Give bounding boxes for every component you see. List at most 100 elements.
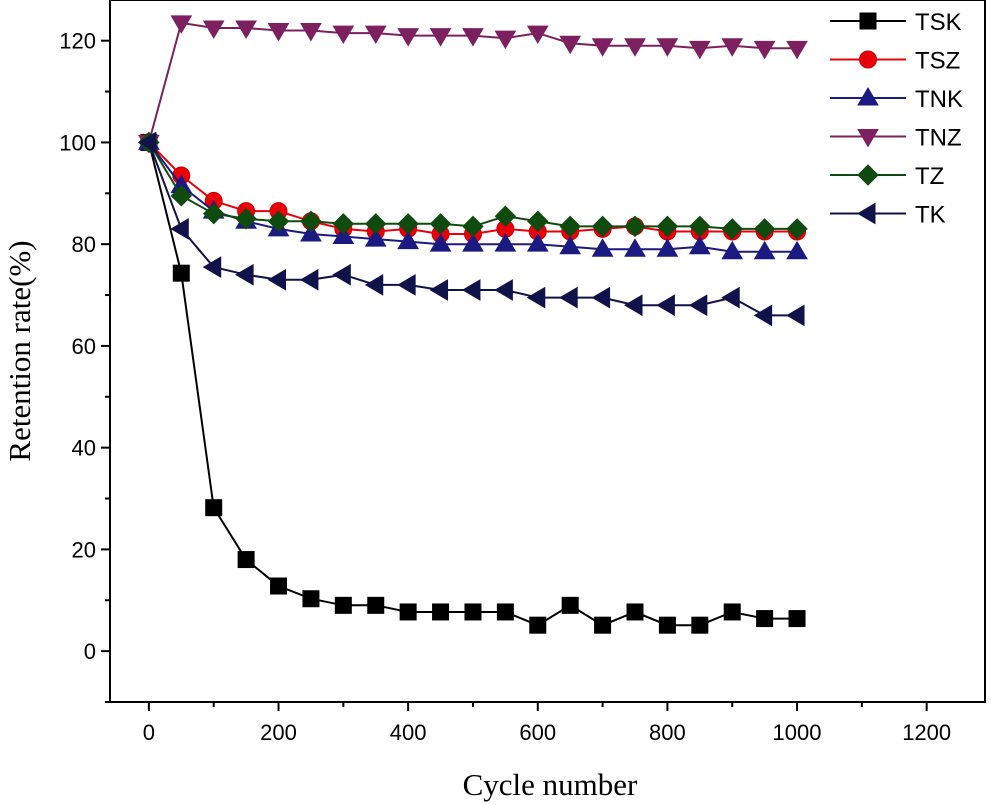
legend-item-tnz: TNZ — [830, 125, 962, 152]
legend-label-tz: TZ — [915, 163, 944, 190]
legend-marker-tnk — [857, 87, 879, 106]
data-point-tz — [332, 213, 355, 235]
data-point-tnz — [591, 38, 614, 57]
series-tz — [138, 131, 808, 240]
legend-label-tk: TK — [915, 202, 946, 229]
data-point-tk — [559, 286, 578, 309]
data-point-tz — [786, 218, 808, 240]
data-point-tz — [753, 218, 776, 240]
data-point-tnz — [494, 30, 517, 50]
data-point-tnz — [364, 25, 387, 45]
data-point-tk — [202, 256, 222, 278]
data-point-tnk — [364, 228, 387, 247]
data-point-tk — [753, 304, 773, 327]
x-tick-label: 0 — [143, 720, 155, 745]
data-point-tk — [688, 294, 708, 317]
data-point-tz — [591, 215, 614, 238]
data-point-tk — [137, 131, 157, 154]
legend-item-tz: TZ — [830, 163, 944, 190]
legend-label-tnk: TNK — [915, 86, 963, 113]
data-point-tsk — [561, 596, 579, 614]
data-point-tk — [786, 304, 805, 327]
data-point-tnz — [170, 15, 193, 34]
data-point-tk — [494, 279, 513, 301]
data-point-tsk — [594, 616, 612, 634]
legend-marker-tsk — [859, 12, 877, 30]
data-point-tnz — [721, 38, 744, 57]
data-point-tz — [527, 210, 549, 232]
data-point-tnz — [202, 20, 225, 39]
legend-marker-tz — [857, 164, 879, 186]
data-point-tsk — [658, 616, 676, 634]
data-point-tnk — [494, 233, 517, 252]
data-point-tz — [429, 213, 452, 235]
x-axis-title: Cycle number — [463, 767, 638, 802]
y-axis-title: Retention rate(%) — [2, 240, 37, 461]
legend-label-tsk: TSK — [915, 9, 962, 36]
data-point-tnz — [332, 25, 355, 45]
data-point-tk — [235, 263, 254, 286]
y-tick-label: 0 — [84, 639, 96, 664]
data-point-tk — [364, 273, 384, 296]
data-point-tk — [624, 294, 643, 317]
data-point-tk — [397, 273, 416, 296]
data-point-tk — [170, 218, 189, 240]
legend-label-tsz: TSZ — [915, 48, 960, 75]
x-tick-label: 200 — [260, 720, 297, 745]
data-point-tsk — [334, 596, 352, 614]
data-point-tnz — [624, 38, 646, 57]
data-point-tnk — [624, 238, 646, 257]
data-point-tz — [267, 210, 290, 232]
data-point-tz — [624, 215, 646, 238]
series-tnz — [138, 15, 808, 154]
data-point-tk — [461, 279, 481, 301]
data-point-tsk — [367, 596, 385, 614]
data-point-tk — [429, 279, 449, 301]
data-point-tk — [299, 268, 319, 291]
y-tick-label: 40 — [72, 436, 96, 461]
data-point-tnz — [559, 35, 582, 55]
data-point-tz — [397, 213, 419, 235]
data-point-tnk — [559, 235, 582, 255]
data-point-tsk — [302, 590, 320, 608]
data-point-tz — [721, 218, 743, 240]
legend-label-tnz: TNZ — [915, 125, 962, 152]
data-point-tsk — [723, 603, 741, 621]
data-point-tsk — [788, 610, 806, 628]
legend-item-tk: TK — [830, 202, 946, 229]
legend-marker-tnz — [857, 129, 879, 148]
legend: TSK TSZ TNK TNZ TZ TK — [830, 9, 963, 229]
series-layer — [137, 15, 808, 634]
data-point-tnk — [526, 233, 549, 252]
data-point-tk — [591, 286, 611, 309]
y-tick-label: 80 — [72, 232, 96, 257]
data-point-tz — [365, 213, 387, 235]
y-tick-label: 120 — [59, 29, 96, 54]
legend-marker-tsz — [859, 50, 877, 69]
data-point-tnz — [526, 25, 549, 45]
data-point-tnz — [786, 40, 808, 60]
data-point-tsk — [432, 603, 450, 621]
data-point-tk — [332, 263, 351, 286]
data-point-tk — [267, 268, 287, 291]
data-point-tsk — [205, 499, 223, 517]
data-point-tz — [656, 215, 679, 238]
x-tick-label: 600 — [519, 720, 556, 745]
data-point-tnk — [397, 230, 420, 250]
data-point-tk — [721, 286, 740, 309]
y-tick-label: 20 — [72, 537, 96, 562]
data-point-tk — [526, 286, 546, 309]
series-tk — [137, 131, 805, 327]
x-axis: 0 200 400 600 800 1000 1200 — [143, 702, 951, 745]
data-point-tnz — [688, 40, 711, 60]
plot-frame — [109, 0, 986, 703]
x-tick-label: 1000 — [773, 720, 822, 745]
data-point-tz — [689, 215, 711, 238]
y-axis: 0 20 40 60 80 100 120 — [59, 29, 110, 703]
data-point-tnz — [462, 28, 484, 47]
data-point-tnz — [429, 28, 452, 47]
data-point-tnk — [656, 238, 679, 257]
x-tick-label: 400 — [390, 720, 427, 745]
data-point-tnk — [462, 233, 484, 252]
